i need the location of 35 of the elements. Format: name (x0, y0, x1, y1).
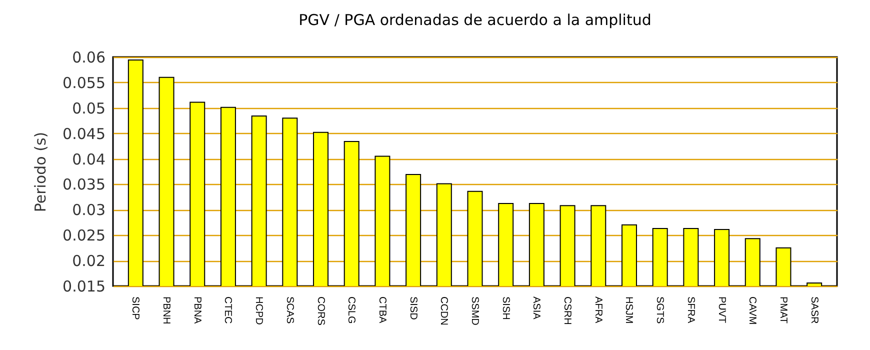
x-tick-label: CSRH (562, 296, 573, 325)
y-tick-label: 0.035 (62, 176, 106, 194)
x-tick-label: PBNH (160, 296, 172, 324)
x-tick-label: PUVT (716, 296, 727, 324)
y-tick-label: 0.02 (72, 252, 106, 270)
x-tick-label: SSMD (469, 296, 480, 326)
x-tick-label: PBNA (191, 296, 202, 324)
x-tick-label: SFRA (684, 296, 696, 324)
x-tick-label: SICP (130, 296, 141, 320)
x-tick-label: HSJM (623, 296, 634, 324)
x-tick-label: CTEC (222, 296, 234, 324)
y-tick-label: 0.06 (72, 48, 106, 66)
y-tick-label: 0.055 (62, 74, 106, 92)
x-tick-label: SCAS (284, 296, 295, 324)
x-tick-label: SGTS (654, 296, 666, 324)
x-tick-label: CSLG (346, 296, 357, 324)
x-tick-label: CTBA (376, 296, 388, 324)
x-tick-label: PMAT (777, 296, 788, 324)
x-tick-label: SISD (407, 296, 418, 320)
x-tick-label: CORS (314, 296, 326, 326)
x-tick-label: SASR (808, 296, 820, 324)
x-tick-label: ASIA (530, 296, 542, 320)
y-tick-label: 0.05 (72, 99, 106, 118)
x-tick-label: SISH (500, 296, 511, 320)
y-tick-label: 0.045 (62, 124, 106, 143)
y-axis-title: Periodo (s) (32, 132, 50, 212)
x-tick-label: HCPD (253, 296, 264, 325)
y-tick-label: 0.015 (62, 278, 106, 296)
y-tick-label: 0.03 (72, 201, 106, 220)
x-tick-label: CCDN (438, 296, 450, 326)
y-tick-label: 0.04 (72, 150, 106, 168)
x-tick-label: CAVM (746, 296, 758, 325)
chart-title: PGV / PGA ordenadas de acuerdo a la amplitud (298, 11, 652, 29)
x-tick-label: AFRA (592, 296, 604, 324)
y-tick-label: 0.025 (62, 226, 106, 245)
